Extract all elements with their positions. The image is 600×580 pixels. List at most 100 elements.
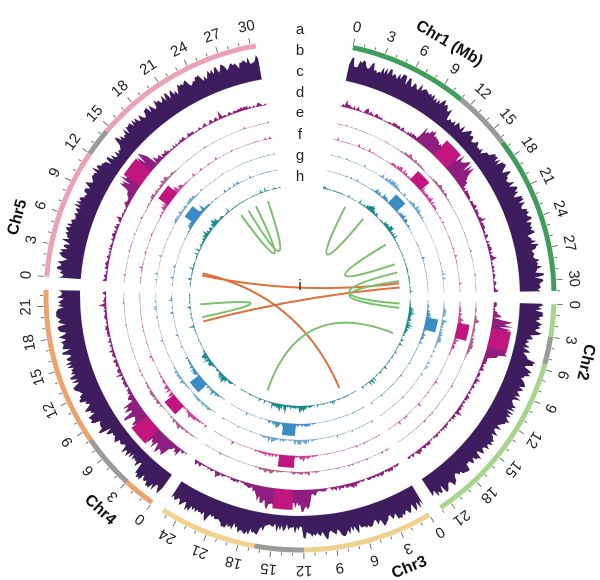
tick-mark <box>73 422 77 425</box>
track-b-histogram-chr1 <box>345 57 545 292</box>
tick-mark <box>76 432 83 437</box>
tick-mark <box>59 392 63 395</box>
tick-mark <box>106 467 110 471</box>
tick-mark <box>96 459 102 464</box>
tick-label: 21 <box>17 298 35 315</box>
tick-label: 9 <box>447 60 463 79</box>
tick-mark <box>486 117 490 121</box>
track-baseline <box>155 292 217 414</box>
tick-label: 0 <box>432 523 448 542</box>
track-c-histogram-chr5 <box>102 102 267 282</box>
track-f-histogram-chr1 <box>329 154 447 294</box>
tick-label: 27 <box>201 25 222 46</box>
track-f-histogram-chr3 <box>222 417 374 446</box>
tick-label: 24 <box>156 525 179 548</box>
track-baseline <box>329 154 445 294</box>
tick-mark <box>42 241 49 244</box>
tick-mark <box>549 234 553 237</box>
tick-label: 9 <box>541 401 560 416</box>
tick-mark <box>520 162 524 165</box>
tick-label: 3 <box>22 234 40 246</box>
tick-mark <box>55 382 59 384</box>
track-baseline <box>171 292 226 401</box>
track-f-histogram-chr4 <box>153 292 217 414</box>
tick-mark <box>60 402 67 407</box>
track-g-block <box>387 194 406 212</box>
tick-mark <box>146 504 151 511</box>
tick-mark <box>512 439 516 443</box>
tick-mark <box>538 390 542 393</box>
track-baseline <box>156 153 276 286</box>
link-7 <box>348 271 400 305</box>
tick-mark <box>51 208 58 212</box>
link-9 <box>266 321 394 391</box>
tick-mark <box>227 46 229 50</box>
tick-label: 18 <box>223 552 243 573</box>
track-baseline <box>360 299 411 388</box>
tick-mark <box>92 450 96 453</box>
track-e-block <box>409 170 430 191</box>
tick-label: 24 <box>168 38 190 61</box>
tick-mark <box>48 371 55 375</box>
tick-label: 12 <box>39 399 61 421</box>
tick-label: 9 <box>45 165 64 180</box>
track-e-block <box>277 454 295 468</box>
tick-label: 18 <box>20 333 40 352</box>
chromosome-band-chr4 <box>43 289 154 505</box>
tick-mark <box>247 547 249 551</box>
tick-mark <box>235 545 239 552</box>
tick-mark <box>551 348 555 350</box>
link-3 <box>240 205 276 255</box>
tick-mark <box>120 483 125 489</box>
track-baseline <box>106 104 267 282</box>
tick-mark <box>336 550 339 557</box>
tick-mark <box>183 59 188 66</box>
track-b-histogram-chr5 <box>57 55 262 280</box>
tick-mark <box>64 177 71 181</box>
track-baseline <box>322 188 411 294</box>
link-4 <box>247 200 282 252</box>
tick-mark <box>237 43 240 47</box>
tick-label: 0 <box>132 510 149 529</box>
tick-mark <box>374 47 377 51</box>
track-label-f: f <box>298 126 303 143</box>
link-8 <box>348 280 400 309</box>
tick-mark <box>410 527 413 531</box>
tick-label: 15 <box>83 102 107 126</box>
track-baseline <box>421 303 521 480</box>
tick-label: 30 <box>565 270 583 288</box>
track-baseline <box>222 416 374 441</box>
tick-label: 21 <box>137 56 160 79</box>
tick-label: 21 <box>189 541 211 563</box>
tick-mark <box>248 37 251 45</box>
track-baseline <box>230 403 366 425</box>
track-baseline <box>204 443 390 473</box>
tick-mark <box>358 546 361 550</box>
tick-label: 0 <box>17 270 35 280</box>
tick-label: 12 <box>296 562 313 579</box>
track-c-block <box>272 488 294 510</box>
track-baseline <box>171 169 278 287</box>
tick-label: 3 <box>385 28 399 47</box>
tick-label: 6 <box>79 462 97 479</box>
tick-mark <box>390 536 393 540</box>
track-g-histogram-chr5 <box>169 169 278 287</box>
tick-mark <box>269 551 271 558</box>
tick-label: 6 <box>31 199 50 212</box>
tick-label: 15 <box>259 559 278 578</box>
track-baseline <box>370 300 429 403</box>
centromere-region <box>459 97 505 145</box>
tick-mark <box>112 114 116 118</box>
tick-mark <box>172 520 177 527</box>
tick-label: 15 <box>496 105 520 129</box>
tick-mark <box>91 140 94 144</box>
track-e-block <box>454 322 470 341</box>
tick-mark <box>501 134 505 137</box>
tick-label: 24 <box>550 198 571 219</box>
track-baseline <box>140 138 273 284</box>
centromere-region <box>88 438 129 484</box>
centromere-region <box>542 336 554 365</box>
tick-label: 18 <box>108 77 132 101</box>
tick-label: 0 <box>351 18 363 36</box>
